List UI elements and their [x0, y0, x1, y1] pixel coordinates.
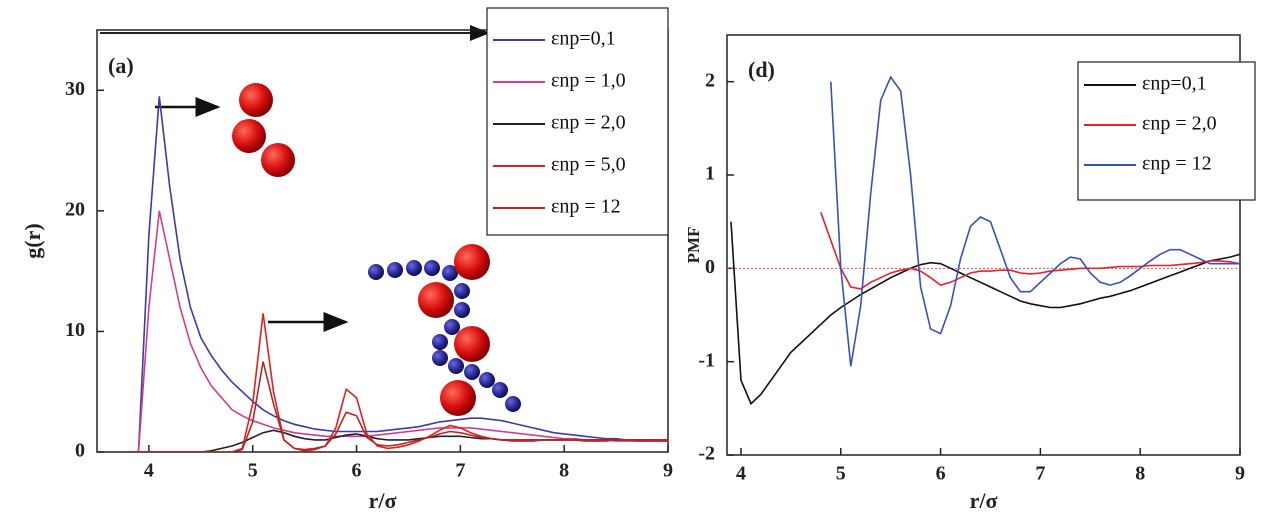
x-tick-label: 8: [1135, 463, 1145, 485]
legend-label: εnp = 5,0: [551, 154, 626, 176]
data-line: [128, 210, 668, 452]
data-line: [128, 96, 668, 452]
legend-label: εnp = 1,0: [551, 70, 626, 92]
legend-label: εnp = 12: [551, 196, 621, 218]
data-line: [830, 75, 1240, 367]
y-axis-label: PMF: [684, 227, 703, 264]
illustration: [100, 25, 521, 416]
legend-label: εnp=0,1: [1142, 73, 1207, 95]
y-tick-label: -2: [698, 443, 715, 465]
x-tick-label: 6: [352, 460, 362, 482]
panel-label: (a): [108, 53, 134, 78]
x-tick-label: 4: [144, 460, 154, 482]
legend-label: εnp = 2,0: [1142, 113, 1217, 135]
y-tick-label: 0: [705, 256, 715, 278]
legend-label: εnp = 2,0: [551, 112, 626, 134]
x-tick-label: 9: [663, 460, 673, 482]
y-tick-label: 20: [65, 198, 85, 220]
plot-frame: [726, 34, 1241, 456]
x-axis-label: r/σ: [369, 488, 397, 513]
x-tick-label: 5: [248, 460, 258, 482]
y-axis-label: g(r): [20, 223, 45, 258]
y-tick-label: 30: [65, 78, 85, 100]
legend-label: εnp=0,1: [551, 28, 616, 50]
panel-label: (d): [748, 57, 775, 82]
x-axis-label: r/σ: [970, 488, 998, 513]
x-tick-label: 5: [836, 463, 846, 485]
data-line: [730, 221, 1240, 406]
plot-frame: [96, 29, 669, 453]
y-tick-label: 1: [705, 163, 715, 185]
y-tick-label: 0: [75, 440, 85, 462]
legend-label: εnp = 12: [1142, 153, 1212, 175]
x-tick-label: 6: [936, 463, 946, 485]
x-tick-label: 7: [455, 460, 465, 482]
y-tick-label: -1: [698, 349, 715, 371]
x-tick-label: 7: [1035, 463, 1045, 485]
y-tick-label: 2: [705, 69, 715, 91]
legend-box: [486, 7, 669, 236]
y-tick-label: 10: [65, 319, 85, 341]
x-tick-label: 4: [736, 463, 746, 485]
data-line: [820, 212, 1240, 290]
data-line: [128, 361, 668, 452]
x-tick-label: 8: [559, 460, 569, 482]
x-tick-label: 9: [1235, 463, 1245, 485]
